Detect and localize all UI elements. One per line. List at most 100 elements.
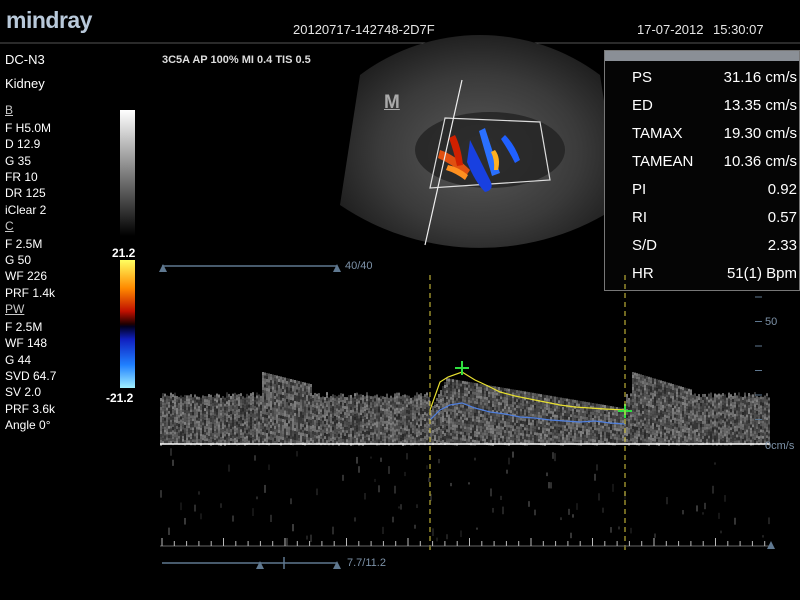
spectrum-pixel — [658, 424, 660, 428]
spectrum-pixel — [304, 400, 306, 404]
spectrum-pixel — [292, 430, 294, 434]
spectrum-pixel — [608, 423, 610, 427]
spectrum-noise — [342, 474, 344, 481]
spectrum-pixel — [692, 433, 694, 437]
spectrum-pixel — [394, 420, 396, 424]
spectrum-pixel — [216, 405, 218, 409]
spectrum-pixel — [226, 413, 228, 417]
spectrum-pixel — [482, 384, 484, 388]
spectrum-pixel — [512, 404, 514, 408]
spectrum-pixel — [448, 378, 450, 382]
spectrum-pixel — [348, 407, 350, 411]
spectrum-pixel — [206, 402, 208, 406]
spectrum-pixel — [508, 409, 510, 413]
spectrum-pixel — [558, 439, 560, 443]
spectrum-pixel — [214, 419, 216, 423]
spectrum-pixel — [170, 407, 172, 411]
spectrum-pixel — [646, 406, 648, 410]
spectrum-pixel — [626, 438, 628, 442]
spectrum-pixel — [530, 401, 532, 405]
spectrum-pixel — [528, 404, 530, 408]
spectrum-pixel — [672, 387, 674, 390]
spectrum-pixel — [470, 382, 472, 386]
spectrum-pixel — [638, 409, 640, 413]
spectrum-pixel — [404, 439, 406, 443]
spectrum-pixel — [374, 428, 376, 432]
spectrum-pixel — [332, 397, 334, 401]
spectrum-pixel — [640, 440, 642, 444]
spectrum-pixel — [622, 429, 624, 433]
spectrum-pixel — [678, 439, 680, 443]
spectrum-pixel — [342, 426, 344, 430]
spectrum-pixel — [534, 408, 536, 412]
spectrum-pixel — [192, 400, 194, 404]
spectrum-pixel — [306, 398, 308, 401]
spectrum-pixel — [630, 441, 632, 445]
spectrum-pixel — [304, 412, 306, 416]
spectrum-pixel — [554, 441, 556, 445]
spectrum-pixel — [658, 382, 660, 386]
spectrum-pixel — [496, 410, 498, 414]
spectrum-pixel — [460, 425, 462, 429]
spectrum-pixel — [176, 395, 178, 399]
spectrum-pixel — [272, 398, 274, 402]
spectrum-pixel — [688, 439, 690, 443]
spectrum-pixel — [484, 387, 486, 391]
spectrum-pixel — [408, 440, 410, 444]
spectrum-pixel — [176, 410, 178, 414]
spectrum-noise — [228, 464, 230, 472]
spectrum-pixel — [260, 407, 262, 411]
spectrum-pixel — [358, 394, 360, 398]
spectrum-pixel — [432, 424, 434, 427]
spectrum-pixel — [652, 381, 654, 384]
spectrum-pixel — [584, 404, 586, 408]
spectrum-pixel — [492, 424, 494, 428]
spectrum-pixel — [460, 383, 462, 387]
spectrum-pixel — [518, 426, 520, 430]
spectrum-pixel — [538, 429, 540, 433]
spectrum-pixel — [620, 437, 622, 441]
spectrum-pixel — [488, 427, 490, 431]
spectrum-pixel — [664, 390, 666, 394]
spectrum-pixel — [304, 409, 306, 413]
spectrum-pixel — [572, 423, 574, 427]
spectrum-noise — [602, 507, 604, 513]
spectrum-pixel — [670, 419, 672, 423]
spectrum-pixel — [472, 409, 474, 413]
spectrum-pixel — [184, 415, 186, 419]
spectrum-pixel — [348, 404, 350, 408]
spectrum-pixel — [246, 408, 248, 412]
spectrum-pixel — [392, 430, 394, 434]
spectrum-pixel — [570, 417, 572, 421]
spectrum-pixel — [548, 413, 550, 417]
spectrum-pixel — [372, 432, 374, 436]
spectrum-pixel — [414, 425, 416, 429]
spectrum-pixel — [656, 397, 658, 401]
spectrum-pixel — [424, 424, 426, 428]
spectrum-pixel — [294, 410, 296, 413]
spectrum-pixel — [476, 437, 478, 441]
spectrum-pixel — [328, 403, 330, 407]
spectrum-pixel — [420, 417, 422, 421]
spectrum-pixel — [522, 409, 524, 413]
spectrum-pixel — [182, 423, 184, 427]
spectrum-pixel — [180, 410, 182, 414]
spectrum-pixel — [388, 415, 390, 419]
spectrum-pixel — [276, 429, 278, 433]
spectrum-pixel — [582, 410, 584, 414]
spectrum-pixel — [294, 419, 296, 422]
spectrum-pixel — [488, 418, 490, 422]
spectrum-pixel — [202, 431, 204, 435]
spectrum-pixel — [580, 406, 582, 410]
spectrum-pixel — [164, 402, 166, 406]
spectrum-pixel — [180, 413, 182, 417]
spectrum-pixel — [466, 402, 468, 406]
spectrum-pixel — [446, 423, 448, 427]
spectrum-pixel — [630, 411, 632, 415]
spectrum-pixel — [428, 414, 430, 418]
spectrum-pixel — [256, 404, 258, 408]
spectrum-pixel — [348, 413, 350, 417]
spectrum-pixel — [252, 425, 254, 429]
spectrum-pixel — [640, 395, 642, 399]
spectrum-pixel — [650, 380, 652, 384]
